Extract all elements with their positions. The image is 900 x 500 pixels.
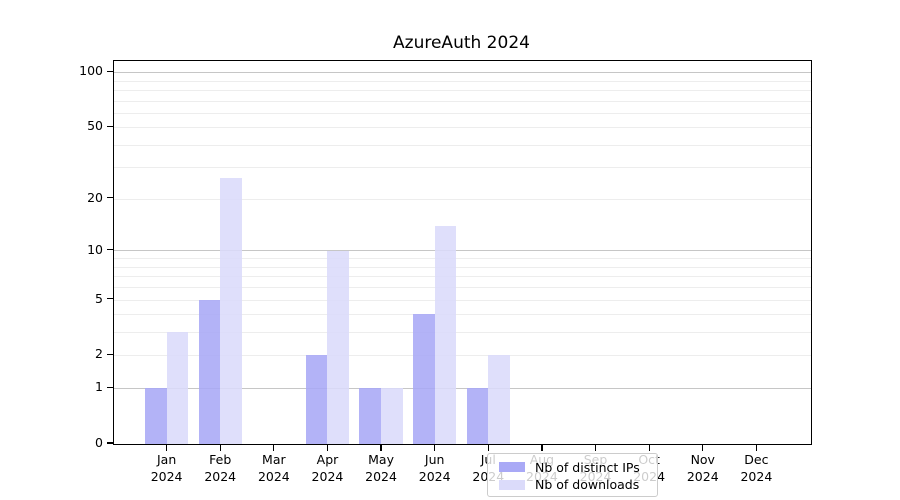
- bar-downloads-may: [381, 388, 403, 444]
- y-minor-gridline: [114, 144, 811, 146]
- y-tick-mark: [106, 386, 113, 388]
- bar-distinct-ips-jul: [466, 388, 489, 444]
- y-minor-gridline: [114, 355, 811, 357]
- chart-title: AzureAuth 2024: [393, 33, 530, 53]
- y-minor-gridline: [114, 276, 811, 278]
- y-minor-gridline: [114, 167, 811, 169]
- legend-label-downloads: Nb of downloads: [535, 477, 640, 493]
- y-minor-gridline: [114, 89, 811, 91]
- bar-distinct-ips-jun: [413, 314, 435, 444]
- y-minor-gridline: [114, 258, 811, 260]
- x-tick-year: 2024: [686, 468, 719, 484]
- x-tick-year: 2024: [365, 468, 397, 484]
- y-minor-gridline: [114, 112, 811, 114]
- y-tick-label: 20: [87, 189, 103, 205]
- legend-swatch-downloads: [499, 479, 525, 490]
- y-tick-label: 2: [95, 346, 103, 362]
- legend-swatch-distinct-ips: [499, 462, 525, 473]
- x-tick-label: Dec 2024: [726, 452, 786, 485]
- y-tick-mark: [106, 353, 113, 356]
- y-tick-mark: [106, 298, 113, 300]
- legend-item-downloads: Nb of downloads: [499, 476, 657, 494]
- y-minor-gridline: [114, 287, 811, 289]
- x-tick-year: 2024: [418, 468, 451, 484]
- bar-downloads-jan: [166, 332, 189, 444]
- y-tick-mark: [106, 125, 113, 127]
- bar-distinct-ips-feb: [198, 299, 221, 444]
- bar-downloads-feb: [220, 178, 242, 444]
- plot-area: Nb of distinct IPs Nb of downloads: [113, 60, 812, 497]
- y-minor-gridline: [114, 127, 811, 129]
- y-major-gridline: [114, 250, 811, 252]
- x-tick-year: 2024: [204, 468, 237, 484]
- x-tick-year: 2024: [740, 468, 773, 484]
- x-tick-mark: [702, 444, 704, 451]
- bar-distinct-ips-apr: [305, 355, 328, 444]
- legend-item-distinct-ips: Nb of distinct IPs: [499, 459, 657, 477]
- y-tick-mark: [106, 442, 113, 444]
- x-tick-mark: [541, 444, 543, 451]
- y-minor-gridline: [114, 80, 811, 82]
- x-tick-label: May 2024: [351, 452, 411, 485]
- x-tick-mark: [219, 444, 221, 451]
- legend-label-distinct-ips: Nb of distinct IPs: [535, 459, 640, 475]
- x-tick-mark: [755, 444, 757, 451]
- y-tick-label: 100: [79, 63, 103, 79]
- bar-downloads-jul: [488, 355, 510, 444]
- y-tick-mark: [106, 197, 113, 199]
- y-minor-gridline: [114, 198, 811, 200]
- x-tick-mark: [487, 444, 489, 451]
- x-tick-mark: [648, 444, 650, 451]
- y-tick-label: 5: [95, 290, 103, 306]
- x-tick-mark: [166, 444, 168, 451]
- x-tick-label: Nov 2024: [673, 452, 733, 485]
- x-tick-label: Jan 2024: [137, 452, 197, 485]
- x-tick-mark: [326, 444, 329, 451]
- x-tick-mark: [273, 444, 275, 451]
- x-tick-year: 2024: [311, 468, 344, 484]
- x-tick-year: 2024: [150, 468, 183, 484]
- y-tick-label: 10: [87, 241, 103, 257]
- x-tick-label: Feb 2024: [190, 452, 250, 485]
- x-tick-year: 2024: [257, 468, 290, 484]
- bar-distinct-ips-may: [359, 388, 382, 444]
- x-tick-label: Jun 2024: [405, 452, 465, 485]
- y-tick-label: 50: [87, 118, 103, 134]
- y-tick-label: 0: [95, 435, 103, 450]
- legend: Nb of distinct IPs Nb of downloads: [487, 453, 658, 497]
- y-major-gridline: [114, 387, 811, 389]
- y-minor-gridline: [114, 299, 811, 301]
- y-minor-gridline: [114, 314, 811, 316]
- x-tick-label: Mar 2024: [244, 452, 304, 485]
- y-tick-label: 1: [95, 379, 103, 395]
- y-major-gridline: [114, 71, 811, 73]
- x-tick-mark: [594, 444, 597, 451]
- bar-distinct-ips-jan: [145, 388, 167, 444]
- y-minor-gridline: [114, 266, 811, 268]
- y-minor-gridline: [114, 100, 811, 102]
- x-tick-mark: [434, 444, 436, 451]
- x-tick-mark: [380, 444, 382, 451]
- bar-downloads-apr: [327, 250, 350, 444]
- y-tick-mark: [106, 70, 113, 72]
- bar-downloads-jun: [434, 225, 457, 444]
- y-tick-mark: [106, 249, 113, 251]
- y-minor-gridline: [114, 332, 811, 334]
- x-tick-label: Apr 2024: [297, 452, 357, 485]
